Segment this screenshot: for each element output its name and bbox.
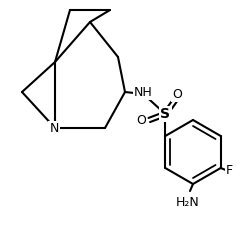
Text: H₂N: H₂N bbox=[175, 196, 199, 209]
Text: S: S bbox=[160, 107, 170, 121]
Text: O: O bbox=[172, 87, 181, 100]
Text: F: F bbox=[225, 165, 232, 178]
Text: O: O bbox=[136, 114, 146, 127]
Text: N: N bbox=[49, 122, 58, 135]
Text: NH: NH bbox=[133, 86, 152, 99]
